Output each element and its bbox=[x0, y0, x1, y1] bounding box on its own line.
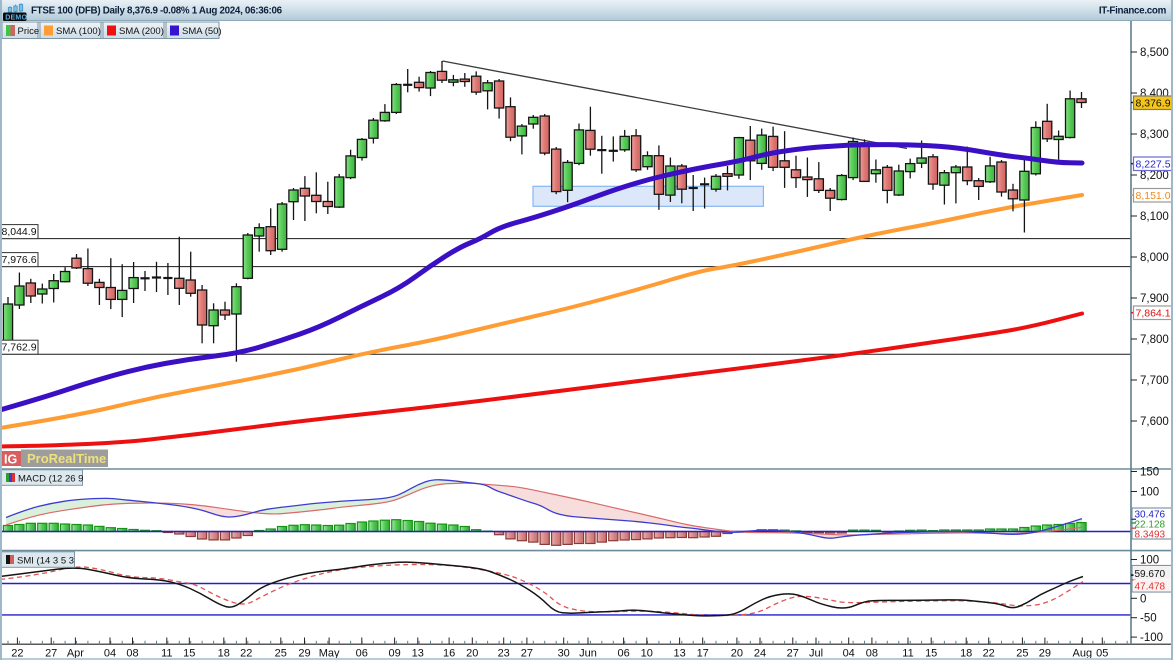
svg-text:15: 15 bbox=[183, 648, 195, 660]
svg-text:17: 17 bbox=[697, 648, 709, 660]
svg-text:May: May bbox=[319, 648, 340, 660]
svg-text:100: 100 bbox=[1140, 555, 1159, 567]
svg-text:100: 100 bbox=[1140, 487, 1159, 499]
svg-text:30.476: 30.476 bbox=[1135, 510, 1166, 521]
svg-text:25: 25 bbox=[275, 648, 287, 660]
svg-text:8,200: 8,200 bbox=[1140, 170, 1169, 182]
svg-text:08: 08 bbox=[126, 648, 138, 660]
svg-text:27: 27 bbox=[45, 648, 57, 660]
svg-text:8,376.9: 8,376.9 bbox=[1136, 98, 1171, 110]
svg-text:27: 27 bbox=[521, 648, 533, 660]
svg-text:04: 04 bbox=[843, 648, 855, 660]
svg-text:06: 06 bbox=[356, 648, 368, 660]
svg-text:29: 29 bbox=[298, 648, 310, 660]
svg-text:ProRealTime: ProRealTime bbox=[27, 451, 106, 466]
svg-text:-50: -50 bbox=[1140, 613, 1157, 625]
svg-text:8,100: 8,100 bbox=[1140, 211, 1169, 223]
svg-text:05: 05 bbox=[1096, 648, 1108, 660]
svg-text:8.3493: 8.3493 bbox=[1135, 530, 1166, 541]
svg-text:10: 10 bbox=[641, 648, 653, 660]
svg-text:SMI (14 3 5 3: SMI (14 3 5 3 bbox=[17, 556, 74, 567]
svg-text:Price: Price bbox=[18, 26, 40, 37]
svg-text:47.478: 47.478 bbox=[1135, 582, 1166, 593]
svg-text:18: 18 bbox=[960, 648, 972, 660]
svg-text:DEMO: DEMO bbox=[5, 14, 27, 21]
svg-text:30: 30 bbox=[558, 648, 570, 660]
svg-text:7,600: 7,600 bbox=[1140, 416, 1169, 428]
svg-text:06: 06 bbox=[617, 648, 629, 660]
svg-text:22: 22 bbox=[983, 648, 995, 660]
svg-text:Aug: Aug bbox=[1073, 648, 1093, 660]
svg-text:20: 20 bbox=[466, 648, 478, 660]
svg-text:04: 04 bbox=[104, 648, 116, 660]
svg-text:FTSE 100 (DFB) Daily 8,376.9 -: FTSE 100 (DFB) Daily 8,376.9 -0.08% 1 Au… bbox=[31, 6, 283, 17]
svg-text:22.128: 22.128 bbox=[1135, 520, 1166, 531]
svg-text:8,500: 8,500 bbox=[1140, 47, 1169, 59]
svg-text:0: 0 bbox=[1140, 593, 1146, 605]
svg-text:7,762.9: 7,762.9 bbox=[2, 342, 37, 354]
svg-text:8,151.0: 8,151.0 bbox=[1136, 190, 1171, 202]
svg-text:18: 18 bbox=[218, 648, 230, 660]
svg-text:13: 13 bbox=[673, 648, 685, 660]
svg-text:8,044.9: 8,044.9 bbox=[2, 226, 37, 238]
svg-text:8,227.5: 8,227.5 bbox=[1136, 159, 1171, 171]
svg-text:SMA (200): SMA (200) bbox=[119, 26, 164, 37]
svg-text:Jul: Jul bbox=[809, 648, 823, 660]
svg-text:13: 13 bbox=[412, 648, 424, 660]
svg-text:IT-Finance.com: IT-Finance.com bbox=[1099, 6, 1167, 17]
svg-text:15: 15 bbox=[925, 648, 937, 660]
svg-text:29: 29 bbox=[1039, 648, 1051, 660]
svg-text:20: 20 bbox=[731, 648, 743, 660]
svg-text:150: 150 bbox=[1140, 467, 1159, 479]
svg-text:-100: -100 bbox=[1140, 632, 1163, 644]
svg-text:08: 08 bbox=[866, 648, 878, 660]
svg-text:7,900: 7,900 bbox=[1140, 293, 1169, 305]
svg-text:25: 25 bbox=[1016, 648, 1028, 660]
svg-text:Apr: Apr bbox=[67, 648, 84, 660]
svg-text:11: 11 bbox=[161, 648, 172, 660]
svg-text:8,300: 8,300 bbox=[1140, 129, 1169, 141]
svg-text:22: 22 bbox=[11, 648, 23, 660]
svg-text:7,864.1: 7,864.1 bbox=[1136, 308, 1171, 320]
svg-text:16: 16 bbox=[443, 648, 455, 660]
svg-text:22: 22 bbox=[240, 648, 252, 660]
svg-text:59.670: 59.670 bbox=[1135, 569, 1166, 580]
svg-text:27: 27 bbox=[787, 648, 799, 660]
svg-text:7,800: 7,800 bbox=[1140, 334, 1169, 346]
svg-text:IG: IG bbox=[4, 453, 17, 467]
svg-text:SMA (50): SMA (50) bbox=[182, 26, 222, 37]
svg-text:Jun: Jun bbox=[579, 648, 597, 660]
svg-text:7,700: 7,700 bbox=[1140, 375, 1169, 387]
svg-text:11: 11 bbox=[902, 648, 913, 660]
svg-text:8,000: 8,000 bbox=[1140, 252, 1169, 264]
svg-text:SMA (100): SMA (100) bbox=[56, 26, 101, 37]
svg-text:24: 24 bbox=[754, 648, 766, 660]
svg-text:7,976.6: 7,976.6 bbox=[2, 254, 37, 266]
svg-text:MACD (12 26 9: MACD (12 26 9 bbox=[18, 474, 83, 485]
svg-text:09: 09 bbox=[388, 648, 400, 660]
svg-text:23: 23 bbox=[498, 648, 510, 660]
